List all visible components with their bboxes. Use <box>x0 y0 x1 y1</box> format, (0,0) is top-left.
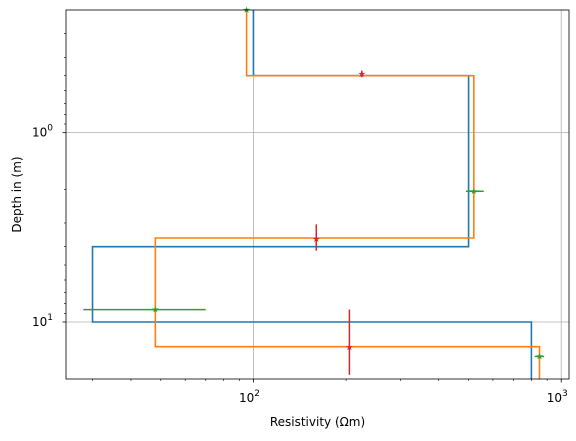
error-point-5 <box>345 309 353 375</box>
x-tick-label-0: 102 <box>239 389 260 405</box>
y-tick-label-0: 100 <box>32 124 53 140</box>
point-marker <box>470 187 478 195</box>
error-point-6 <box>534 352 545 360</box>
y-tick-label-1: 101 <box>32 313 53 329</box>
series-line-1 <box>154 10 541 379</box>
point-marker <box>358 70 366 77</box>
error-point-4 <box>83 306 206 313</box>
x-tick-label-1: 103 <box>547 389 568 405</box>
point-marker <box>151 306 159 313</box>
point-marker <box>535 352 544 360</box>
error-point-2 <box>465 187 484 195</box>
y-axis-label: Depth in (m) <box>10 156 24 232</box>
points-layer <box>83 6 545 375</box>
x-axis-label: Resistivity (Ωm) <box>270 415 365 429</box>
grid-layer <box>66 10 569 379</box>
point-marker <box>312 235 320 242</box>
error-point-0 <box>358 70 366 78</box>
ticks-layer: 102 103 100 101 <box>32 33 568 405</box>
series-layer <box>91 10 541 379</box>
point-marker <box>345 343 353 351</box>
error-point-3 <box>312 224 320 251</box>
plot-frame <box>65 9 570 380</box>
series-line-0 <box>91 10 533 379</box>
